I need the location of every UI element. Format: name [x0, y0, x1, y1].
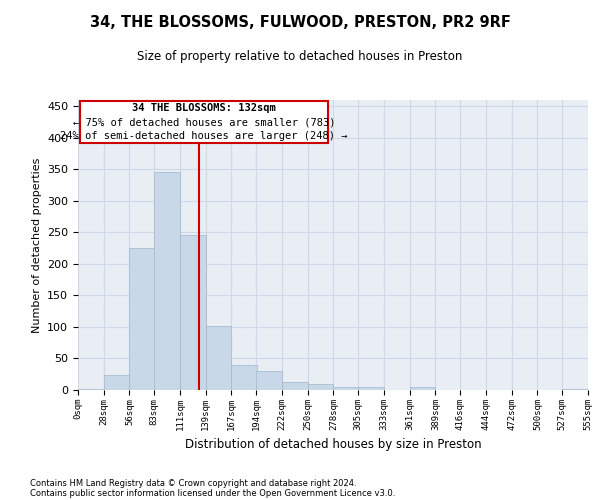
Text: ← 75% of detached houses are smaller (783): ← 75% of detached houses are smaller (78…: [73, 117, 335, 127]
Bar: [308, 384, 334, 390]
Text: 24% of semi-detached houses are larger (248) →: 24% of semi-detached houses are larger (…: [60, 131, 347, 141]
Bar: [410, 387, 436, 390]
X-axis label: Distribution of detached houses by size in Preston: Distribution of detached houses by size …: [185, 438, 481, 451]
Bar: [282, 382, 308, 390]
Text: Size of property relative to detached houses in Preston: Size of property relative to detached ho…: [137, 50, 463, 63]
Text: Contains HM Land Registry data © Crown copyright and database right 2024.: Contains HM Land Registry data © Crown c…: [30, 478, 356, 488]
Text: 34 THE BLOSSOMS: 132sqm: 34 THE BLOSSOMS: 132sqm: [132, 103, 276, 113]
Bar: [78, 388, 104, 390]
Text: Contains public sector information licensed under the Open Government Licence v3: Contains public sector information licen…: [30, 488, 395, 498]
Bar: [256, 371, 282, 390]
Bar: [358, 387, 384, 390]
Bar: [232, 365, 257, 390]
Y-axis label: Number of detached properties: Number of detached properties: [32, 158, 41, 332]
Bar: [130, 248, 155, 390]
Bar: [206, 326, 232, 390]
Bar: [154, 172, 180, 390]
FancyBboxPatch shape: [80, 102, 328, 143]
Bar: [334, 387, 359, 390]
Text: 34, THE BLOSSOMS, FULWOOD, PRESTON, PR2 9RF: 34, THE BLOSSOMS, FULWOOD, PRESTON, PR2 …: [89, 15, 511, 30]
Bar: [180, 235, 206, 390]
Bar: [104, 375, 130, 390]
